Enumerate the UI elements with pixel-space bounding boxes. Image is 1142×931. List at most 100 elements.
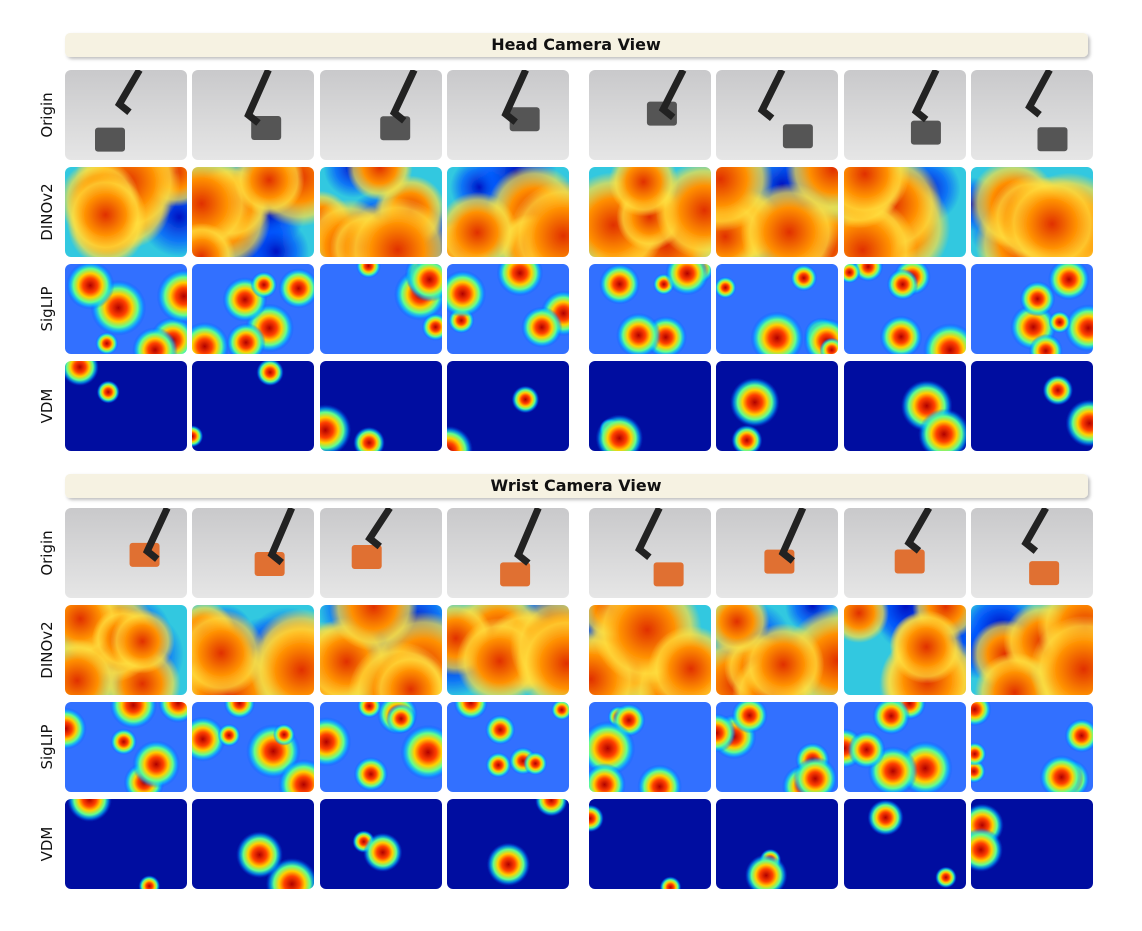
robot-arm — [635, 508, 663, 560]
heatmap — [716, 361, 838, 451]
blob — [647, 625, 711, 695]
object — [653, 562, 684, 587]
blob — [226, 322, 266, 354]
blob — [485, 752, 512, 778]
blob — [95, 332, 119, 354]
heatmap — [447, 605, 569, 695]
blob — [256, 361, 284, 386]
blob — [595, 414, 643, 451]
heatmap — [192, 361, 314, 451]
blob — [353, 427, 385, 451]
blob — [320, 404, 352, 451]
row-label: SigLIP — [38, 286, 56, 331]
blob — [1028, 333, 1063, 354]
heatmap — [320, 605, 442, 695]
blob — [192, 716, 226, 762]
blob — [1039, 755, 1084, 792]
blob — [523, 751, 548, 776]
blob — [716, 713, 737, 753]
blob — [158, 702, 187, 723]
blob — [716, 167, 773, 232]
blob — [192, 222, 236, 257]
blob — [935, 866, 957, 889]
heatmap — [192, 264, 314, 354]
heatmap — [716, 264, 838, 354]
object — [1037, 127, 1068, 152]
robot-arm — [114, 70, 143, 115]
blob — [109, 702, 158, 729]
blob — [1019, 281, 1056, 317]
blob — [589, 720, 636, 776]
heatmap — [716, 167, 838, 257]
blob — [357, 702, 382, 719]
blob — [278, 268, 314, 309]
blob — [320, 717, 352, 767]
blob — [250, 618, 314, 695]
blob — [589, 804, 604, 833]
blob — [655, 167, 711, 257]
blob — [110, 609, 175, 674]
blob — [65, 707, 87, 750]
blob — [1029, 615, 1093, 695]
object — [380, 116, 411, 141]
robot-arm — [778, 508, 807, 564]
blob — [872, 702, 911, 735]
blob — [844, 195, 917, 257]
origin-image — [447, 70, 569, 160]
robot-arm — [514, 508, 542, 566]
blob — [346, 167, 413, 201]
robot-arm — [658, 70, 687, 121]
blob — [192, 609, 265, 695]
blob — [278, 759, 314, 792]
heatmap — [589, 605, 711, 695]
heatmap — [971, 799, 1093, 889]
blob — [273, 723, 296, 746]
origin-image — [716, 70, 838, 160]
section-title: Head Camera View — [491, 35, 661, 54]
heatmap — [192, 167, 314, 257]
heatmap — [320, 361, 442, 451]
blob — [233, 167, 305, 216]
origin-image — [716, 508, 838, 598]
blob — [96, 380, 120, 404]
blob — [1004, 175, 1093, 257]
blob — [400, 724, 442, 780]
robot-arm — [904, 508, 933, 554]
heatmap — [447, 264, 569, 354]
section-title-bar — [65, 474, 1088, 498]
origin-image — [65, 508, 187, 598]
blob — [521, 306, 563, 348]
cell-bg — [971, 70, 1093, 160]
blob — [918, 408, 966, 451]
blob — [616, 312, 662, 354]
heatmap — [192, 702, 314, 792]
heatmap — [320, 799, 442, 889]
blob — [138, 875, 161, 889]
heatmap — [971, 167, 1093, 257]
blob — [217, 723, 241, 747]
row-label: VDM — [38, 827, 56, 862]
object — [894, 549, 925, 574]
heatmap — [971, 264, 1093, 354]
section-title: Wrist Camera View — [490, 476, 661, 495]
section-title-bar — [65, 33, 1088, 57]
blob — [971, 759, 986, 784]
heatmap — [589, 361, 711, 451]
row-label: DINOv2 — [38, 183, 56, 240]
origin-image — [971, 508, 1093, 598]
heatmap — [716, 605, 838, 695]
blob — [110, 728, 137, 756]
heatmap — [844, 264, 966, 354]
blob — [447, 270, 487, 318]
blob — [589, 763, 626, 792]
heatmap — [65, 167, 187, 257]
blob — [659, 876, 682, 889]
robot-arm — [911, 70, 940, 123]
origin-image — [589, 70, 711, 160]
blob — [971, 827, 1003, 872]
cell-bg — [589, 799, 711, 889]
heatmap — [716, 702, 838, 792]
blob — [192, 322, 230, 354]
heatmap — [192, 605, 314, 695]
